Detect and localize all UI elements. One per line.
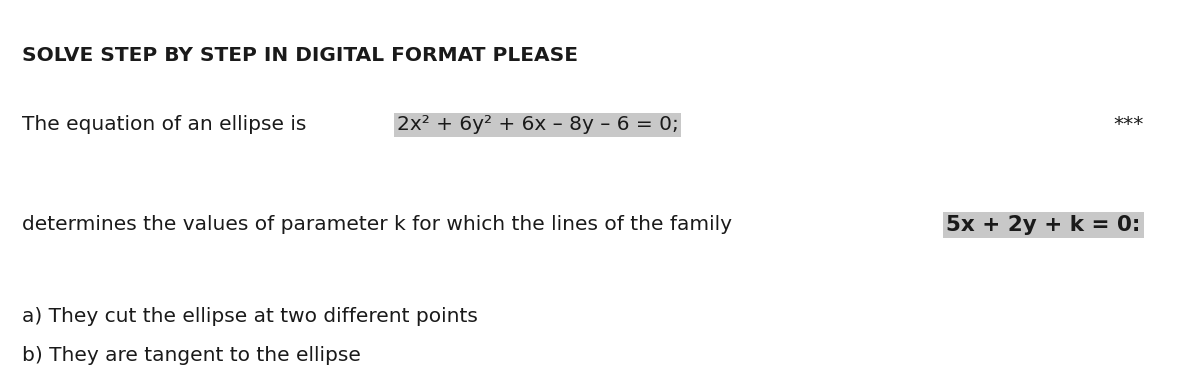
Text: 2x² + 6y² + 6x – 8y – 6 = 0;: 2x² + 6y² + 6x – 8y – 6 = 0; [397,115,679,134]
Text: SOLVE STEP BY STEP IN DIGITAL FORMAT PLEASE: SOLVE STEP BY STEP IN DIGITAL FORMAT PLE… [22,46,577,65]
Text: a) They cut the ellipse at two different points: a) They cut the ellipse at two different… [22,307,478,326]
Text: determines the values of parameter k for which the lines of the family: determines the values of parameter k for… [22,215,738,234]
Text: b) They are tangent to the ellipse: b) They are tangent to the ellipse [22,346,360,364]
Text: ***: *** [1114,115,1144,134]
Text: 5x + 2y + k = 0:: 5x + 2y + k = 0: [946,215,1140,235]
Text: The equation of an ellipse is: The equation of an ellipse is [22,115,312,134]
